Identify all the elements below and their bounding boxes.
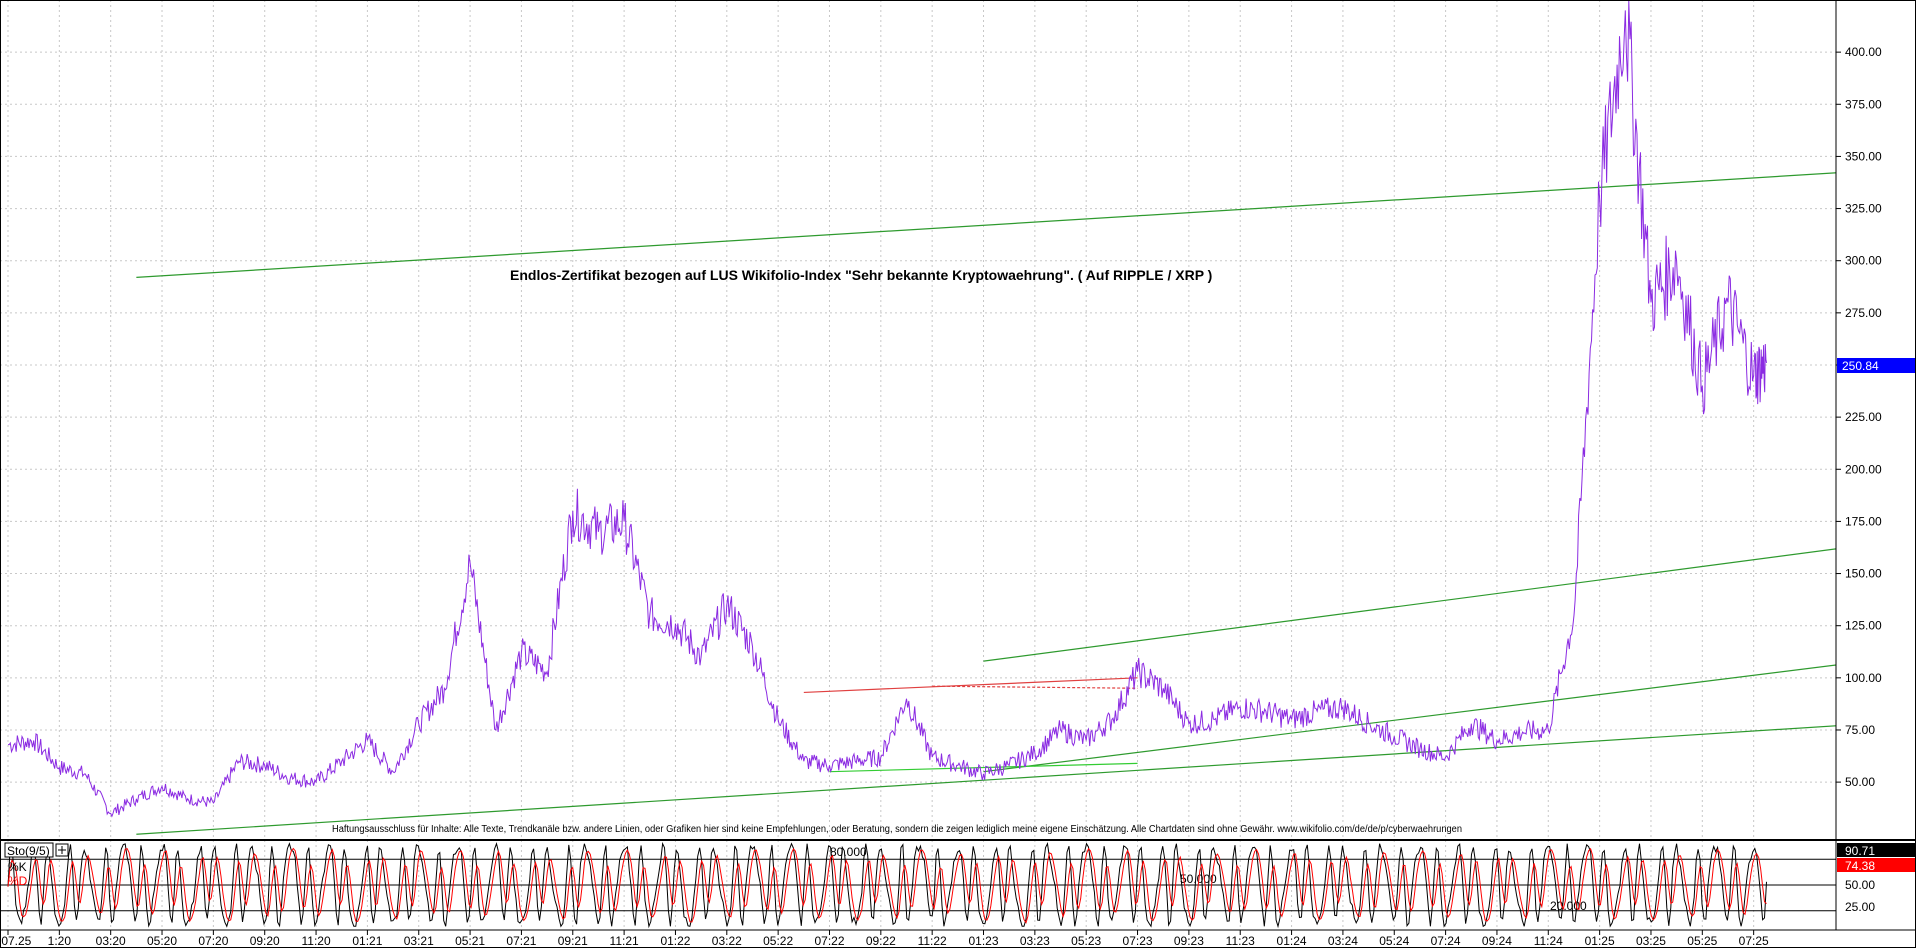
x-tick-label: 03:25 (1636, 934, 1666, 948)
price-line (8, 0, 1767, 818)
trendline (136, 720, 1916, 835)
trendline (932, 685, 1138, 689)
x-tick-label: 01:25 (1585, 934, 1615, 948)
k-last-badge (1837, 843, 1916, 857)
x-tick-label: 01:21 (352, 934, 382, 948)
k-last-label: 90.71 (1845, 844, 1875, 858)
x-tick-label: 11:20 (301, 934, 330, 948)
chart-title: Endlos-Zertifikat bezogen auf LUS Wikifo… (510, 267, 1212, 283)
y-tick-label: 275.00 (1845, 306, 1882, 320)
trendline (983, 654, 1916, 773)
x-tick-label: 07.07.25 (0, 934, 32, 948)
ind-ytick-25: 25.00 (1845, 900, 1875, 914)
y-tick-label: 300.00 (1845, 254, 1882, 268)
x-tick-label: 11:22 (918, 934, 947, 948)
x-tick-label: 11:24 (1534, 934, 1563, 948)
y-tick-label: 175.00 (1845, 514, 1882, 528)
x-tick-label: 09:24 (1482, 934, 1512, 948)
price-series (8, 0, 1767, 818)
x-tick-label: 11:23 (1226, 934, 1255, 948)
x-tick-label: 03:22 (712, 934, 742, 948)
panel-divider (0, 839, 1916, 841)
x-tick-label: 05:24 (1379, 934, 1409, 948)
x-tick-label: 09:20 (250, 934, 280, 948)
d-line (7, 847, 1767, 924)
x-tick-label: 1:20 (48, 934, 72, 948)
x-tick-label: 11:21 (610, 934, 639, 948)
x-tick-label: 03:24 (1328, 934, 1358, 948)
y-tick-label: 50.00 (1845, 775, 1875, 789)
x-tick-label: 05:20 (147, 934, 177, 948)
last-value-badge (1837, 358, 1916, 373)
main-grid (0, 0, 1836, 930)
x-tick-label: 09:23 (1174, 934, 1204, 948)
y-tick-label: 200.00 (1845, 462, 1882, 476)
y-tick-label: 75.00 (1845, 723, 1875, 737)
trendlines (136, 167, 1916, 835)
trendline (829, 762, 1138, 773)
k-legend: %K (8, 860, 27, 874)
x-tick-label: 05:21 (455, 934, 485, 948)
d-legend: %D (8, 874, 28, 888)
y-tick-label: 350.00 (1845, 149, 1882, 163)
x-tick-label: 03:21 (404, 934, 434, 948)
trendline (136, 167, 1916, 278)
x-tick-label: 07:23 (1123, 934, 1153, 948)
x-tick-label: 03:23 (1020, 934, 1050, 948)
x-axis: 07.07.25 1:20 03:20 05:20 07:20 09:20 11:20 01:… (0, 929, 1916, 948)
k-line (7, 841, 1767, 929)
x-tick-label: 09:21 (558, 934, 588, 948)
x-tick-label: 09:22 (866, 934, 896, 948)
x-tick-label: 05:25 (1687, 934, 1717, 948)
x-tick-label: 01:22 (660, 934, 690, 948)
x-tick-label: 05:23 (1071, 934, 1101, 948)
level-label: 80.000 (830, 845, 867, 859)
y-tick-label: 100.00 (1845, 671, 1882, 685)
d-last-label: 74.38 (1845, 859, 1875, 873)
trendline (983, 537, 1916, 662)
ind-ytick-50: 50.00 (1845, 878, 1875, 892)
disclaimer-text: Haftungsausschluss für Inhalte: Alle Tex… (332, 824, 1462, 835)
x-tick-label: 07:20 (198, 934, 228, 948)
main-axis-strip (1836, 0, 1916, 840)
x-tick-label: 07:21 (506, 934, 536, 948)
y-tick-label: 125.00 (1845, 619, 1882, 633)
x-tick-label: 03:20 (96, 934, 126, 948)
x-tick-label: 07:22 (814, 934, 844, 948)
x-tick-label: 07:25 (1739, 934, 1769, 948)
trendline (803, 677, 1138, 694)
level-label: 20.000 (1550, 899, 1587, 913)
x-tick-label: 05:22 (763, 934, 793, 948)
indicator-title-box (4, 842, 54, 858)
y-tick-label: 150.00 (1845, 567, 1882, 581)
x-tick-label: 07:24 (1431, 934, 1461, 948)
d-last-badge (1837, 858, 1916, 872)
y-tick-label: 400.00 (1845, 45, 1882, 59)
x-tick-label: 01:24 (1277, 934, 1307, 948)
y-tick-label: 375.00 (1845, 97, 1882, 111)
indicator-title: Sto(9/5) (7, 844, 50, 858)
last-value-label: 250.84 (1842, 359, 1879, 373)
y-tick-label: 225.00 (1845, 410, 1882, 424)
y-tick-label: 325.00 (1845, 202, 1882, 216)
x-tick-label: 01:23 (968, 934, 998, 948)
